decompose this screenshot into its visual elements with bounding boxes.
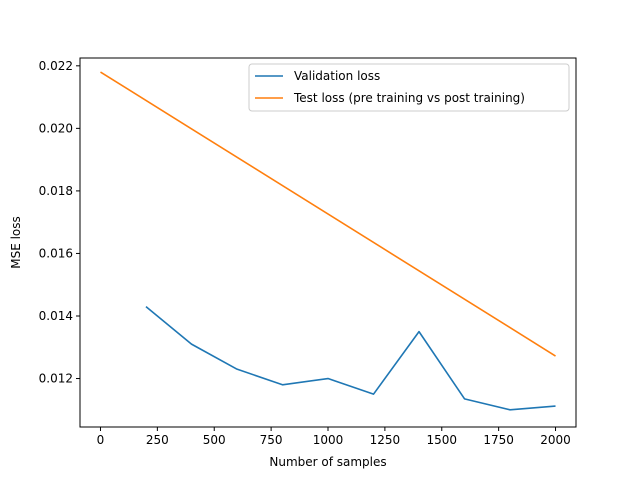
y-tick-label: 0.014 — [39, 309, 73, 323]
x-tick-label: 0 — [97, 433, 105, 447]
legend-label: Test loss (pre training vs post training… — [293, 91, 525, 105]
x-tick-label: 250 — [146, 433, 169, 447]
axes-frame — [79, 57, 577, 428]
y-tick-label: 0.018 — [39, 184, 73, 198]
legend-box — [248, 63, 570, 112]
y-tick-label: 0.016 — [39, 246, 73, 260]
legend: Validation loss Test loss (pre training v… — [248, 63, 570, 112]
axis-ticks: 0 250 500 750 1000 1250 1500 1750 2000 0.012 0.014… — [39, 59, 571, 447]
x-axis-label: Number of samples — [269, 455, 386, 469]
y-tick-label: 0.020 — [39, 121, 73, 135]
x-tick-label: 1000 — [313, 433, 344, 447]
series-line-1 — [100, 71, 556, 357]
plot-area — [100, 71, 556, 411]
x-tick-label: 1500 — [426, 433, 457, 447]
x-tick-label: 2000 — [540, 433, 571, 447]
y-axis-label: MSE loss — [9, 216, 23, 269]
x-tick-label: 1250 — [370, 433, 401, 447]
legend-label: Validation loss — [294, 69, 380, 83]
series-line-0 — [145, 305, 556, 411]
x-tick-label: 1750 — [483, 433, 514, 447]
x-tick-label: 750 — [260, 433, 283, 447]
x-tick-label: 500 — [203, 433, 226, 447]
y-tick-label: 0.022 — [39, 59, 73, 73]
y-tick-label: 0.012 — [39, 372, 73, 386]
